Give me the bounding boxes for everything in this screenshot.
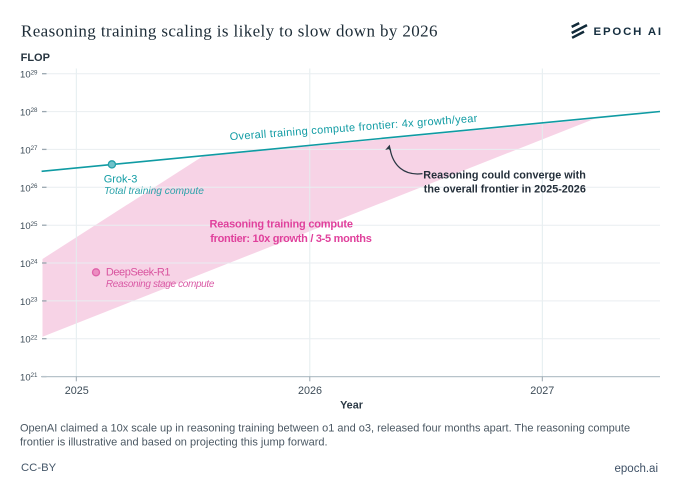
svg-text:1023: 1023 bbox=[20, 297, 38, 308]
svg-text:1021: 1021 bbox=[20, 372, 38, 383]
svg-text:Reasoning training scaling is: Reasoning training scaling is likely to … bbox=[21, 22, 438, 41]
svg-text:1026: 1026 bbox=[20, 183, 38, 194]
svg-text:Year: Year bbox=[340, 400, 364, 412]
svg-text:frontier: 10x growth / 3-5 mon: frontier: 10x growth / 3-5 months bbox=[210, 233, 371, 245]
svg-text:DeepSeek-R1: DeepSeek-R1 bbox=[106, 266, 170, 278]
svg-text:EPOCH AI: EPOCH AI bbox=[594, 26, 663, 38]
svg-text:Grok-3: Grok-3 bbox=[104, 173, 138, 185]
svg-text:1029: 1029 bbox=[20, 69, 38, 80]
svg-text:1022: 1022 bbox=[20, 334, 38, 345]
svg-text:frontier is illustrative and b: frontier is illustrative and based on pr… bbox=[20, 437, 328, 449]
svg-text:1028: 1028 bbox=[20, 107, 38, 118]
svg-text:Reasoning stage compute: Reasoning stage compute bbox=[106, 279, 215, 290]
svg-text:1024: 1024 bbox=[20, 259, 38, 270]
svg-text:OpenAI claimed a 10x scale up: OpenAI claimed a 10x scale up in reasoni… bbox=[20, 423, 630, 435]
svg-text:the overall frontier in 2025-2: the overall frontier in 2025-2026 bbox=[424, 184, 586, 196]
svg-text:Total training compute: Total training compute bbox=[104, 186, 204, 197]
svg-text:Reasoning could converge with: Reasoning could converge with bbox=[423, 169, 586, 181]
svg-text:1027: 1027 bbox=[20, 145, 38, 156]
svg-text:2026: 2026 bbox=[298, 385, 322, 397]
svg-text:Reasoning training compute: Reasoning training compute bbox=[210, 219, 353, 231]
svg-text:FLOP: FLOP bbox=[21, 52, 50, 64]
svg-text:1025: 1025 bbox=[20, 221, 38, 232]
svg-text:2025: 2025 bbox=[65, 385, 89, 397]
svg-text:epoch.ai: epoch.ai bbox=[615, 463, 658, 475]
svg-text:CC-BY: CC-BY bbox=[21, 462, 57, 474]
svg-text:2027: 2027 bbox=[530, 385, 554, 397]
